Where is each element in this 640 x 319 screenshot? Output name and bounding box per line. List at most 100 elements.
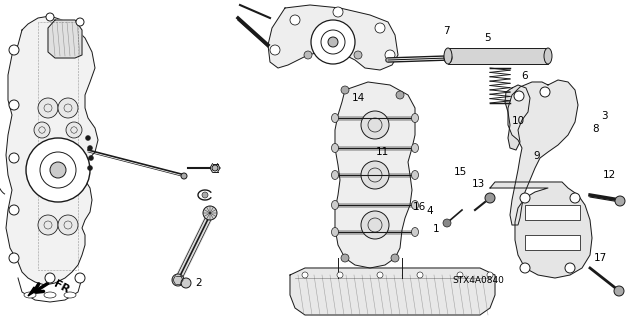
Circle shape [520,263,530,273]
Circle shape [290,15,300,25]
Ellipse shape [332,144,339,152]
Text: 5: 5 [484,33,491,43]
Text: 10: 10 [512,115,525,126]
Circle shape [75,273,85,283]
Circle shape [341,254,349,262]
Circle shape [337,272,343,278]
Circle shape [46,13,54,21]
Circle shape [570,193,580,203]
Circle shape [333,7,343,17]
Circle shape [50,162,66,178]
Circle shape [485,193,495,203]
Text: 17: 17 [594,253,607,263]
Text: 15: 15 [454,167,467,177]
Circle shape [302,272,308,278]
Circle shape [361,211,389,239]
Text: 8: 8 [592,124,598,134]
Ellipse shape [332,201,339,210]
Circle shape [391,254,399,262]
Polygon shape [505,85,530,150]
Circle shape [88,166,93,170]
Ellipse shape [24,292,36,298]
Ellipse shape [332,114,339,122]
Circle shape [361,161,389,189]
Circle shape [328,37,338,47]
Ellipse shape [412,170,419,180]
Ellipse shape [64,292,76,298]
Circle shape [457,272,463,278]
Circle shape [38,98,58,118]
Circle shape [181,278,191,288]
Polygon shape [335,82,415,268]
Text: 7: 7 [444,26,450,36]
Polygon shape [490,182,592,278]
Text: 9: 9 [533,151,540,161]
Circle shape [86,136,90,140]
Circle shape [212,165,218,171]
Ellipse shape [412,227,419,236]
Ellipse shape [44,292,56,298]
Text: 1: 1 [433,224,440,234]
Circle shape [88,145,93,151]
Circle shape [38,215,58,235]
Text: 12: 12 [603,170,616,180]
Bar [448,48,548,64]
Circle shape [76,18,84,26]
Text: 16: 16 [413,202,426,212]
Ellipse shape [544,48,552,64]
Circle shape [202,192,208,198]
Circle shape [88,155,93,160]
Circle shape [614,286,624,296]
Circle shape [34,122,50,138]
Circle shape [26,138,90,202]
Text: STX4A0840: STX4A0840 [452,276,505,285]
Polygon shape [268,5,398,70]
Text: 11: 11 [376,147,389,158]
Text: FR.: FR. [52,279,75,297]
Circle shape [66,122,82,138]
Ellipse shape [412,114,419,122]
Circle shape [615,196,625,206]
Polygon shape [48,20,82,58]
Bar [525,235,580,250]
Ellipse shape [412,201,419,210]
Bar [525,205,580,220]
Circle shape [396,91,404,99]
Circle shape [9,253,19,263]
Circle shape [181,173,187,179]
Circle shape [443,219,451,227]
Circle shape [540,87,550,97]
Circle shape [354,51,362,59]
Polygon shape [290,268,495,315]
Ellipse shape [444,53,452,63]
Circle shape [417,272,423,278]
Ellipse shape [412,144,419,152]
Circle shape [514,91,524,101]
Polygon shape [28,287,36,296]
Circle shape [270,45,280,55]
Text: 13: 13 [472,179,485,189]
Text: 2: 2 [195,278,202,288]
Circle shape [172,274,184,286]
Circle shape [9,205,19,215]
Text: 14: 14 [352,93,365,103]
Text: 3: 3 [602,111,608,122]
Text: 6: 6 [522,71,528,81]
Circle shape [58,215,78,235]
Circle shape [58,98,78,118]
Circle shape [487,272,493,278]
Ellipse shape [444,48,452,64]
Text: 4: 4 [427,205,433,216]
Ellipse shape [332,170,339,180]
Circle shape [311,20,355,64]
Circle shape [9,153,19,163]
Circle shape [341,86,349,94]
Circle shape [361,111,389,139]
Ellipse shape [332,227,339,236]
Circle shape [385,50,395,60]
Circle shape [377,272,383,278]
Circle shape [304,51,312,59]
Circle shape [45,273,55,283]
Circle shape [9,100,19,110]
Circle shape [375,23,385,33]
